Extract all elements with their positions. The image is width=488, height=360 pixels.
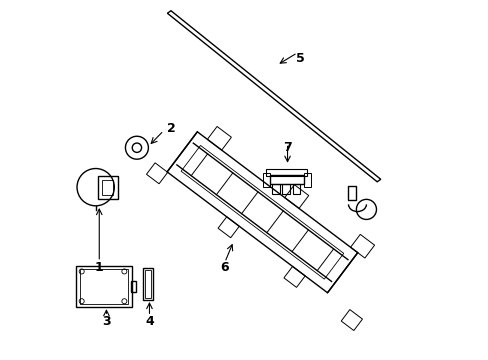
Bar bbox=[80, 269, 128, 305]
Text: 7: 7 bbox=[283, 141, 291, 154]
Bar bbox=[131, 281, 136, 292]
Bar bbox=[292, 184, 300, 194]
Text: 1: 1 bbox=[95, 261, 103, 274]
Text: 6: 6 bbox=[220, 261, 228, 274]
Text: 5: 5 bbox=[295, 51, 304, 64]
Text: 4: 4 bbox=[145, 315, 154, 328]
Bar bbox=[98, 176, 118, 199]
Bar bbox=[262, 173, 269, 187]
Bar bbox=[76, 266, 131, 307]
Bar bbox=[271, 184, 280, 194]
Bar bbox=[102, 180, 113, 195]
Bar bbox=[269, 175, 303, 184]
Bar bbox=[348, 186, 355, 200]
Bar bbox=[303, 173, 310, 187]
Bar bbox=[144, 270, 151, 298]
Bar bbox=[265, 169, 307, 176]
Text: 3: 3 bbox=[102, 315, 110, 328]
Bar bbox=[142, 268, 153, 300]
Text: 2: 2 bbox=[166, 122, 175, 135]
Bar bbox=[282, 184, 289, 194]
